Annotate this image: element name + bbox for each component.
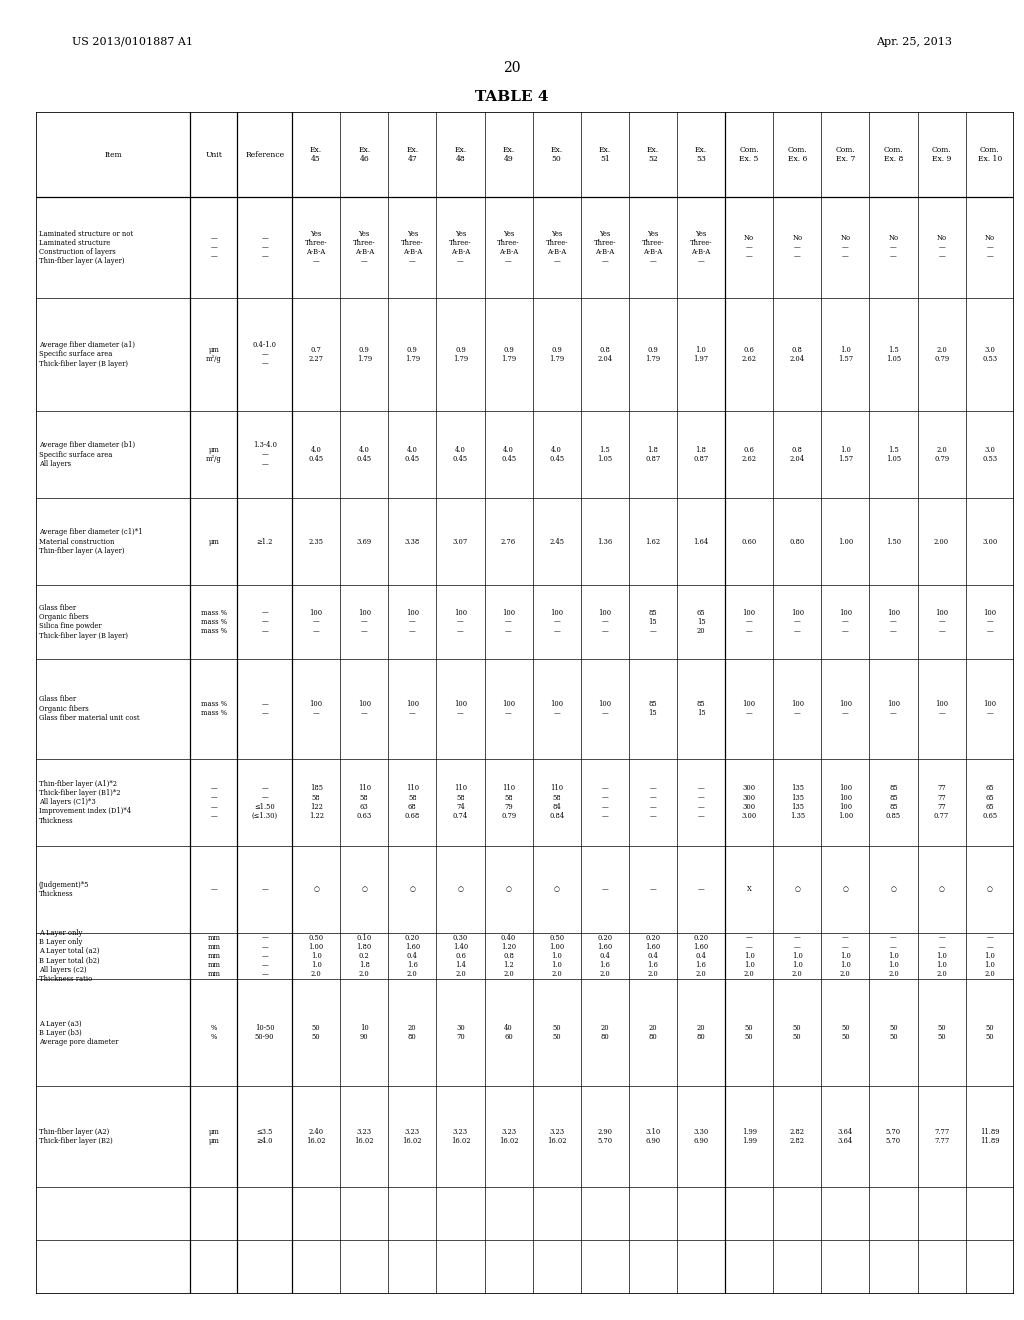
Text: A Layer only
B Layer only
A Layer total (a2)
B Layer total (b2)
All layers (c2)
: A Layer only B Layer only A Layer total … [39,929,99,983]
Text: —
—
1.0
1.0
2.0: — — 1.0 1.0 2.0 [743,933,755,978]
Text: ○: ○ [313,886,319,894]
Text: μm: μm [208,537,219,545]
Text: —
—: — — [261,700,268,717]
Text: 3.38: 3.38 [404,537,420,545]
Text: Yes
Three-
A-B-A
—: Yes Three- A-B-A — [450,230,472,265]
Text: 20
80: 20 80 [696,1024,706,1041]
Text: 11.89
11.89: 11.89 11.89 [980,1127,999,1146]
Text: 3.10
6.90: 3.10 6.90 [645,1127,660,1146]
Text: 1.8
0.87: 1.8 0.87 [645,446,660,463]
Text: No
—
—: No — — [985,234,994,260]
Text: No
—
—: No — — [937,234,946,260]
Text: ≥1.2: ≥1.2 [256,537,272,545]
Text: —
—
≤1.50
(≤1.30): — — ≤1.50 (≤1.30) [252,784,278,820]
Text: 7.77
7.77: 7.77 7.77 [934,1127,949,1146]
Text: 5.70
5.70: 5.70 5.70 [886,1127,901,1146]
Text: Ex.
52: Ex. 52 [647,147,659,164]
Text: Ex.
47: Ex. 47 [407,147,419,164]
Text: —: — [697,886,705,894]
Text: 3.0
0.53: 3.0 0.53 [982,346,997,363]
Text: ○: ○ [554,886,560,894]
Text: ○: ○ [939,886,944,894]
Text: —
—
—
—
—: — — — — — [261,933,268,978]
Text: Ex.
51: Ex. 51 [599,147,611,164]
Text: 2.82
2.82: 2.82 2.82 [790,1127,805,1146]
Text: 2.0
0.79: 2.0 0.79 [934,346,949,363]
Text: 4.0
0.45: 4.0 0.45 [549,446,564,463]
Text: 2.90
5.70: 2.90 5.70 [597,1127,612,1146]
Text: 40
60: 40 60 [504,1024,513,1041]
Text: mm
mm
mm
mm
mm: mm mm mm mm mm [207,933,220,978]
Text: —
—
1.0
1.0
2.0: — — 1.0 1.0 2.0 [936,933,947,978]
Text: 0.9
1.79: 0.9 1.79 [356,346,372,363]
Text: Yes
Three-
A-B-A
—: Yes Three- A-B-A — [546,230,568,265]
Text: μm
m²/g: μm m²/g [206,346,222,363]
Text: 100
—: 100 — [935,700,948,717]
Text: 50
50: 50 50 [985,1024,994,1041]
Text: 50
50: 50 50 [793,1024,802,1041]
Text: 0.9
1.79: 0.9 1.79 [404,346,420,363]
Text: ○: ○ [361,886,368,894]
Text: 0.6
2.62: 0.6 2.62 [741,446,757,463]
Text: Yes
Three-
A-B-A
—: Yes Three- A-B-A — [594,230,616,265]
Text: 100
—: 100 — [887,700,900,717]
Text: 3.30
6.90: 3.30 6.90 [693,1127,709,1146]
Text: Unit: Unit [206,150,222,158]
Text: 2.0
0.79: 2.0 0.79 [934,446,949,463]
Text: ○: ○ [410,886,416,894]
Text: 4.0
0.45: 4.0 0.45 [356,446,372,463]
Text: 85
85
85
0.85: 85 85 85 0.85 [886,784,901,820]
Text: 100
—
—: 100 — — [742,609,756,635]
Text: 3.23
16.02: 3.23 16.02 [499,1127,518,1146]
Text: 100
—: 100 — [357,700,371,717]
Text: 3.23
16.02: 3.23 16.02 [354,1127,374,1146]
Text: 0.60: 0.60 [741,537,757,545]
Text: 3.23
16.02: 3.23 16.02 [402,1127,422,1146]
Text: ≤3.5
≥4.0: ≤3.5 ≥4.0 [256,1127,273,1146]
Text: 50
50: 50 50 [841,1024,850,1041]
Text: 50
50: 50 50 [744,1024,754,1041]
Text: 2.45: 2.45 [549,537,564,545]
Text: Glass fiber
Organic fibers
Glass fiber material unit cost: Glass fiber Organic fibers Glass fiber m… [39,696,139,722]
Text: 0.50
1.00
1.0
1.0
2.0: 0.50 1.00 1.0 1.0 2.0 [549,933,564,978]
Text: 1.36: 1.36 [597,537,612,545]
Text: mass %
mass %: mass % mass % [201,700,227,717]
Text: 3.23
16.02: 3.23 16.02 [547,1127,566,1146]
Text: 4.0
0.45: 4.0 0.45 [453,446,468,463]
Text: 100
—
—: 100 — — [598,609,611,635]
Text: 100
—: 100 — [454,700,467,717]
Text: Com.
Ex. 6: Com. Ex. 6 [787,147,807,164]
Text: 1.50: 1.50 [886,537,901,545]
Text: No
—
—: No — — [841,234,850,260]
Text: 0.20
1.60
0.4
1.6
2.0: 0.20 1.60 0.4 1.6 2.0 [645,933,660,978]
Text: 100
—: 100 — [839,700,852,717]
Text: 2.35: 2.35 [308,537,324,545]
Text: 0.9
1.79: 0.9 1.79 [645,346,660,363]
Text: 20
80: 20 80 [648,1024,657,1041]
Text: 10-50
50-90: 10-50 50-90 [255,1024,274,1041]
Text: Ex.
50: Ex. 50 [551,147,563,164]
Text: 100
—
—: 100 — — [839,609,852,635]
Text: 1.00: 1.00 [838,537,853,545]
Text: 77
77
77
0.77: 77 77 77 0.77 [934,784,949,820]
Text: Thin-fiber layer (A1)*2
Thick-fiber layer (B1)*2
All layers (C1)*3
Improvement i: Thin-fiber layer (A1)*2 Thick-fiber laye… [39,780,131,825]
Text: 0.8
2.04: 0.8 2.04 [790,346,805,363]
Text: 100
—
—: 100 — — [454,609,467,635]
Text: 110
58
84
0.84: 110 58 84 0.84 [549,784,564,820]
Text: Yes
Three-
A-B-A
—: Yes Three- A-B-A — [401,230,424,265]
Text: 1.99
1.99: 1.99 1.99 [741,1127,757,1146]
Text: —
—
—
—: — — — — [649,784,656,820]
Text: 0.50
1.00
1.0
1.0
2.0: 0.50 1.00 1.0 1.0 2.0 [308,933,324,978]
Text: 0.8
2.04: 0.8 2.04 [597,346,612,363]
Text: 10
90: 10 90 [359,1024,369,1041]
Text: (Judgement)*5
Thickness: (Judgement)*5 Thickness [39,880,89,898]
Text: 1.3-4.0
—
—: 1.3-4.0 — — [253,441,276,467]
Text: 20
80: 20 80 [408,1024,417,1041]
Text: Item: Item [104,150,122,158]
Text: 20
80: 20 80 [600,1024,609,1041]
Text: A Layer (a3)
B Layer (b3)
Average pore diameter: A Layer (a3) B Layer (b3) Average pore d… [39,1019,118,1045]
Text: Ex.
48: Ex. 48 [455,147,467,164]
Text: 100
—
—: 100 — — [935,609,948,635]
Text: ○: ○ [458,886,464,894]
Text: 110
58
74
0.74: 110 58 74 0.74 [453,784,468,820]
